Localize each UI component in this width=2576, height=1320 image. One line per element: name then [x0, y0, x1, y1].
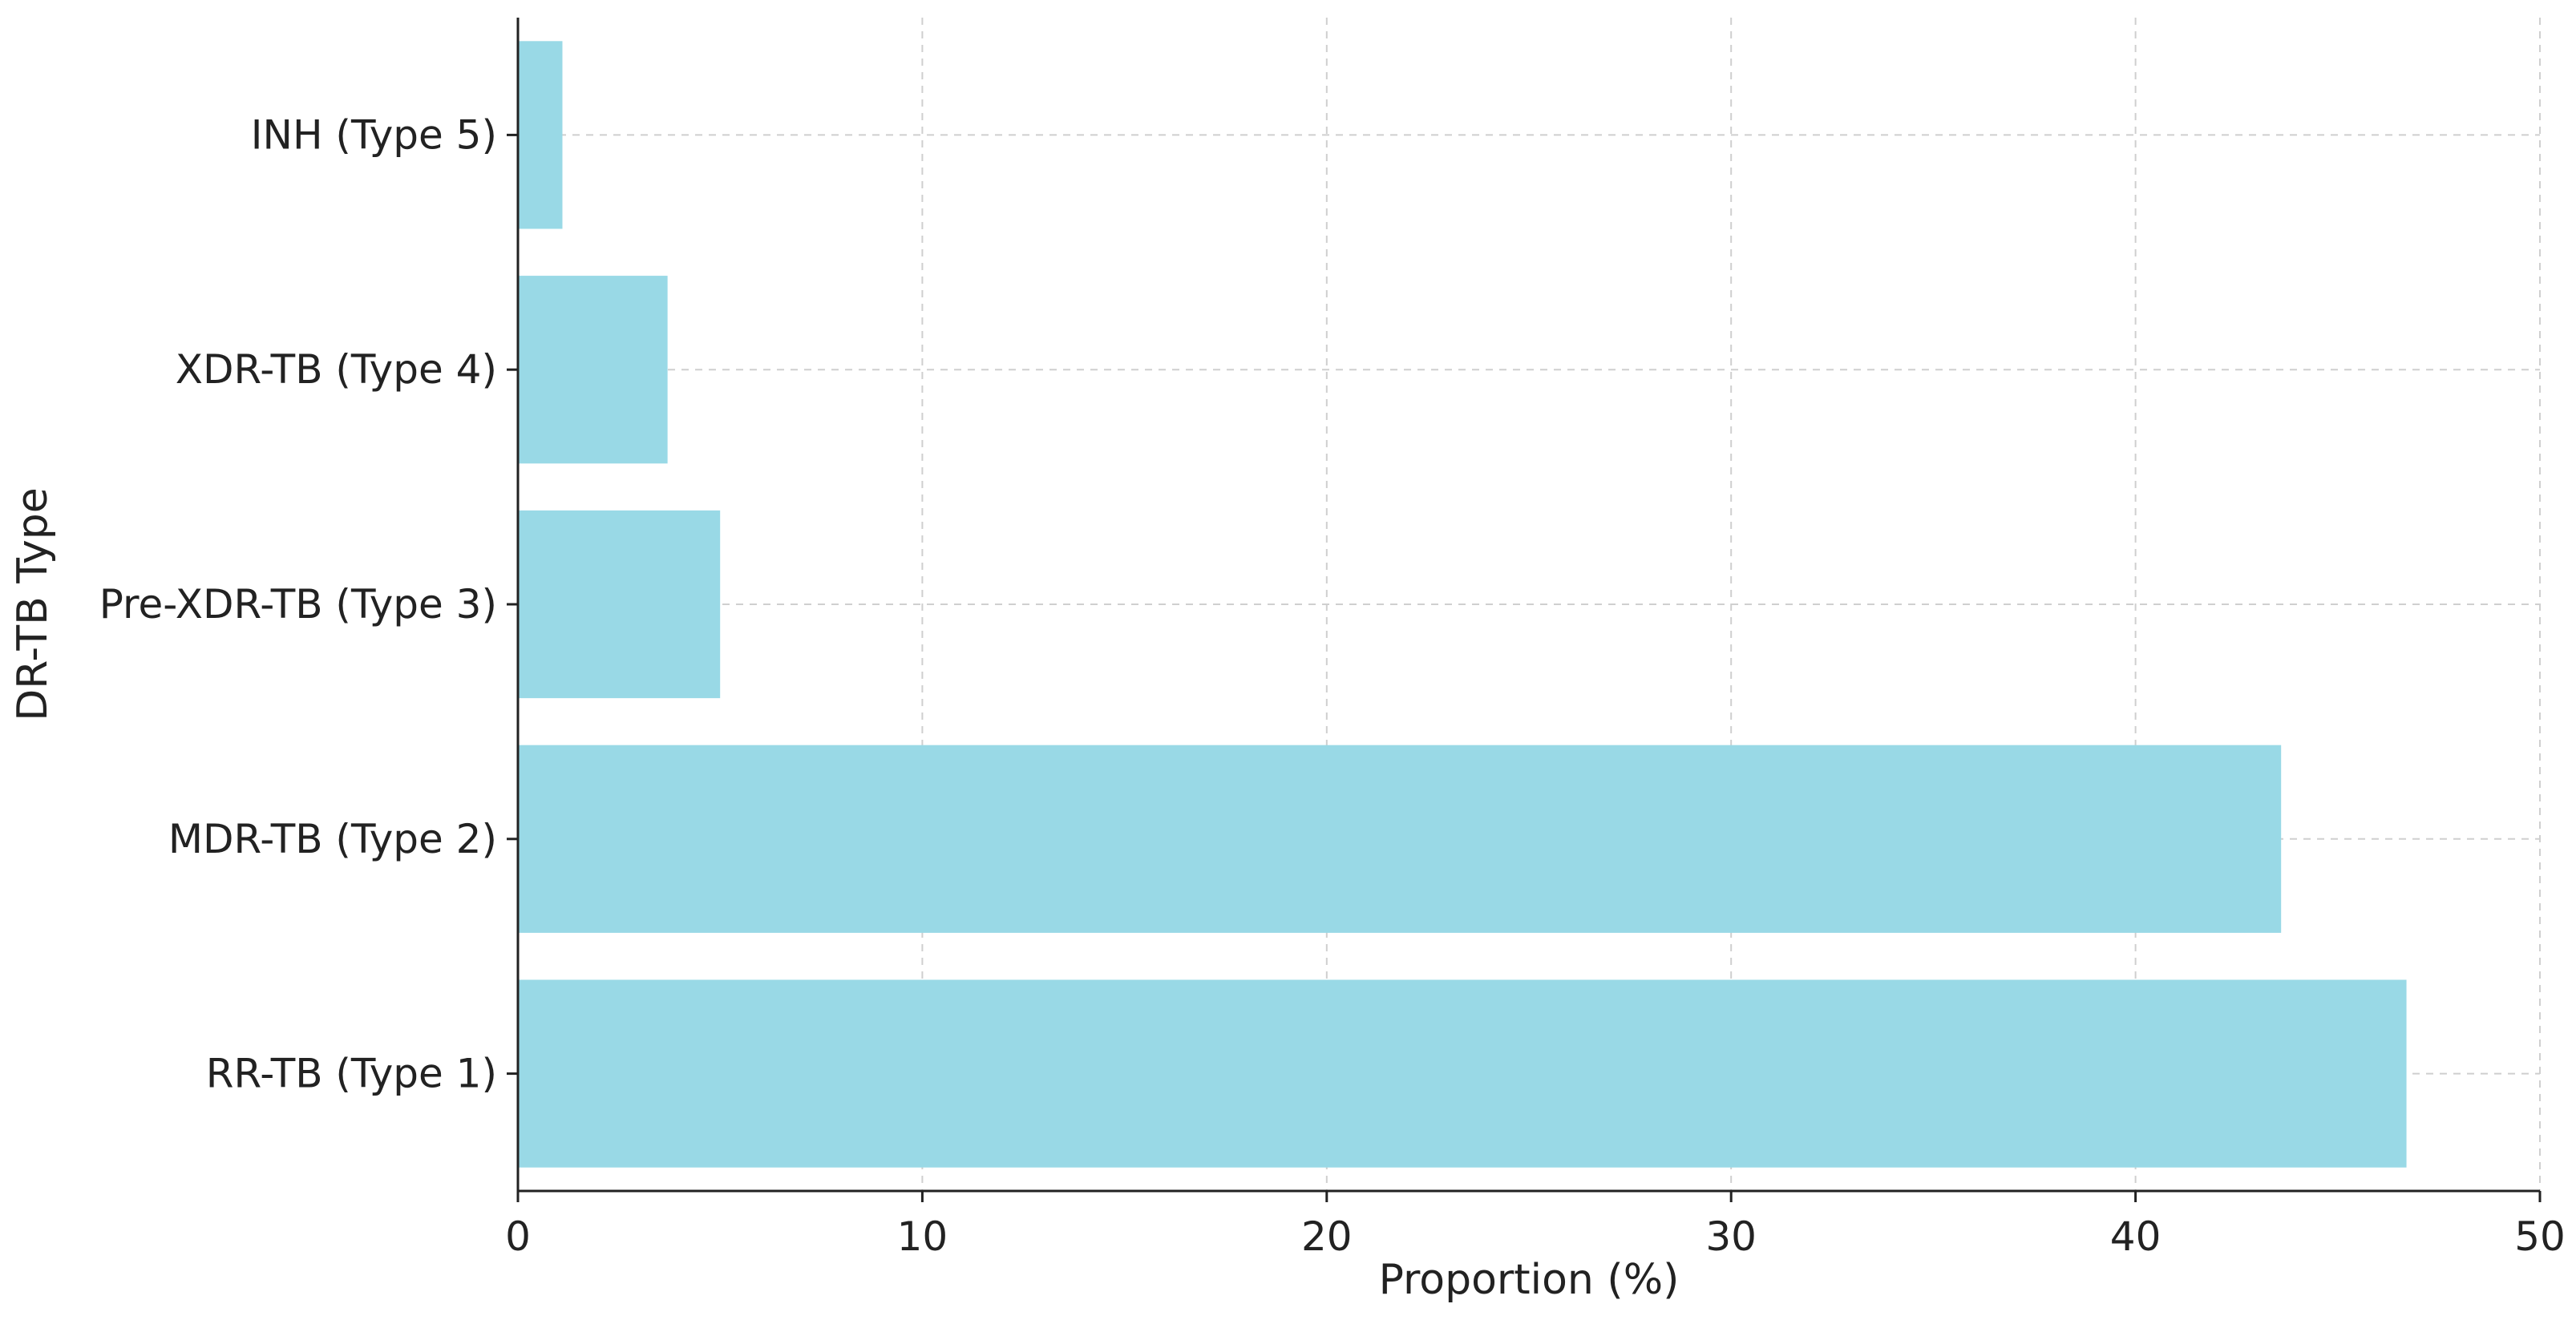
x-axis-title: Proportion (%)	[1379, 1256, 1680, 1304]
x-ticks: 0 10 20 30 40 50	[505, 1191, 2566, 1260]
y-tick-label: Pre-XDR-TB (Type 3)	[99, 581, 497, 628]
y-tick-label: RR-TB (Type 1)	[206, 1051, 497, 1097]
bar-mdr-tb-type-2	[518, 745, 2282, 933]
x-tick-label: 50	[2514, 1213, 2566, 1260]
x-tick-label: 40	[2110, 1213, 2161, 1260]
x-tick-label: 20	[1301, 1213, 1353, 1260]
x-tick-label: 10	[897, 1213, 948, 1260]
y-axis-title: DR-TB Type	[9, 487, 57, 721]
y-tick-label: INH (Type 5)	[251, 111, 497, 158]
bar-xdr-tb-type-4	[518, 276, 668, 464]
x-tick-label: 0	[505, 1213, 531, 1260]
x-tick-label: 30	[1705, 1213, 1757, 1260]
y-tick-label: MDR-TB (Type 2)	[168, 816, 497, 862]
y-tick-label: XDR-TB (Type 4)	[176, 346, 497, 393]
bar-pre-xdr-tb-type-3	[518, 510, 721, 699]
y-ticks: RR-TB (Type 1) MDR-TB (Type 2) Pre-XDR-TB …	[99, 111, 518, 1097]
bar-inh-type-5	[518, 41, 563, 229]
bar-rr-tb-type-1	[518, 979, 2407, 1168]
bars	[518, 41, 2407, 1168]
